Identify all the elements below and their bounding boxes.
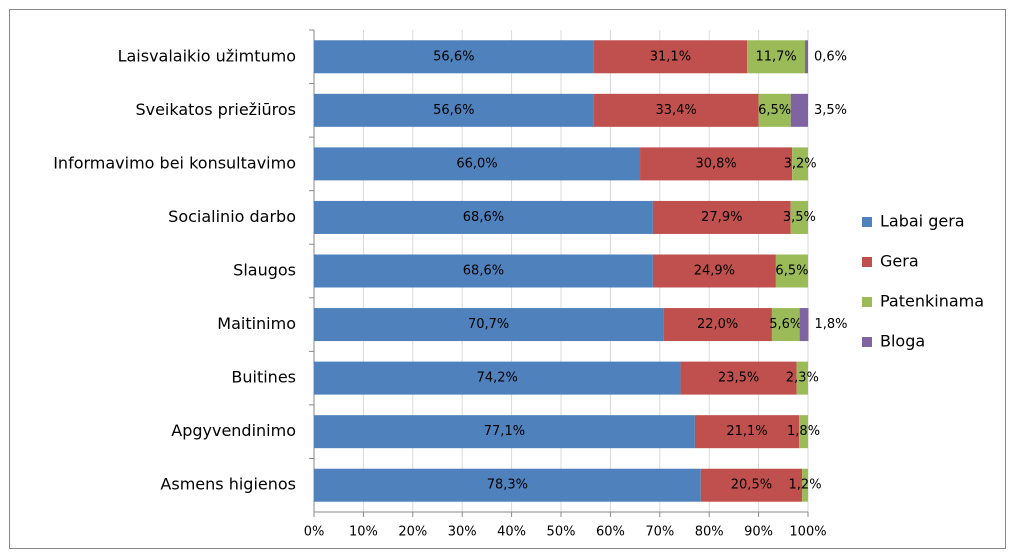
x-tick-label: 0% <box>304 525 325 540</box>
value-label: 6,5% <box>758 103 791 118</box>
x-tick-label: 70% <box>645 525 674 540</box>
x-tick-label: 100% <box>789 525 826 540</box>
y-tick-label: Informavimo bei konsultavimo <box>53 153 296 172</box>
value-label: 11,7% <box>755 49 796 64</box>
bar-segment <box>796 361 808 395</box>
value-label: 78,3% <box>487 478 528 493</box>
value-label: 30,8% <box>695 156 736 171</box>
bar-segment <box>771 308 800 342</box>
value-label: 56,6% <box>433 103 474 118</box>
value-label: 2,3% <box>786 371 819 386</box>
x-tick-label: 50% <box>547 525 576 540</box>
value-label: 3,5% <box>783 210 816 225</box>
bar-segment <box>314 93 594 127</box>
value-label: 70,7% <box>468 317 509 332</box>
bar-segment <box>314 254 653 288</box>
legend-swatch <box>862 217 872 227</box>
bar-segment <box>314 361 681 395</box>
bar-segment <box>314 147 641 181</box>
value-label: 77,1% <box>484 424 525 439</box>
bar-segment <box>775 254 808 288</box>
bar-segment <box>747 40 806 74</box>
value-label: 1,2% <box>789 478 822 493</box>
value-label: 1,8% <box>814 317 847 332</box>
value-label: 68,6% <box>463 210 504 225</box>
bar-segment <box>700 468 803 502</box>
bar-segment <box>792 147 808 181</box>
bar-segment <box>799 415 808 449</box>
bar-segment <box>652 254 776 288</box>
x-tick-label: 60% <box>596 525 625 540</box>
bar-segment <box>314 200 653 234</box>
bar-segment <box>694 415 800 449</box>
bar-segment <box>593 40 748 74</box>
legend-swatch <box>862 297 872 307</box>
y-tick-label: Socialinio darbo <box>168 207 296 226</box>
legend-label: Bloga <box>880 332 925 351</box>
bar-segment <box>799 308 809 342</box>
value-label: 6,5% <box>775 264 808 279</box>
value-label: 66,0% <box>456 156 497 171</box>
legend-label: Gera <box>880 252 919 271</box>
y-tick-label: Asmens higienos <box>160 475 296 494</box>
value-label: 23,5% <box>718 371 759 386</box>
value-label: 0,6% <box>814 49 847 64</box>
x-tick-label: 20% <box>398 525 427 540</box>
bar-segment <box>790 200 808 234</box>
x-tick-label: 10% <box>349 525 378 540</box>
value-label: 20,5% <box>731 478 772 493</box>
value-label: 68,6% <box>463 264 504 279</box>
bar-segment <box>790 93 808 127</box>
legend-swatch <box>862 337 872 347</box>
legend-label: Labai gera <box>880 212 965 231</box>
y-tick-label: Maitinimo <box>217 314 296 333</box>
value-label: 5,6% <box>769 317 802 332</box>
bar-segment <box>593 93 759 127</box>
y-tick-label: Sveikatos priežiūros <box>135 100 296 119</box>
bar-segment <box>805 40 808 74</box>
bar-segment <box>314 468 701 502</box>
value-label: 33,4% <box>655 103 696 118</box>
y-tick-label: Slaugos <box>233 261 296 280</box>
y-tick-label: Apgyvendinimo <box>171 421 296 440</box>
value-label: 3,2% <box>784 156 817 171</box>
value-label: 27,9% <box>701 210 742 225</box>
x-tick-label: 90% <box>744 525 773 540</box>
value-label: 31,1% <box>650 49 691 64</box>
value-label: 56,6% <box>433 49 474 64</box>
value-label: 3,5% <box>814 103 847 118</box>
value-label: 22,0% <box>697 317 738 332</box>
bar-segment <box>314 415 695 449</box>
bar-segment <box>680 361 797 395</box>
x-tick-label: 80% <box>695 525 724 540</box>
bar-segment <box>314 308 664 342</box>
value-label: 24,9% <box>694 264 735 279</box>
bar-segment <box>758 93 791 127</box>
y-tick-label: Laisvalaikio užimtumo <box>118 46 296 65</box>
bar-segment <box>802 468 808 502</box>
bar-segment <box>640 147 793 181</box>
bar-segment <box>652 200 791 234</box>
bar-segment <box>314 40 594 74</box>
legend-label: Patenkinama <box>880 292 984 311</box>
x-tick-label: 30% <box>448 525 477 540</box>
y-tick-label: Buitines <box>231 368 296 387</box>
value-label: 74,2% <box>477 371 518 386</box>
x-tick-label: 40% <box>497 525 526 540</box>
value-label: 21,1% <box>726 424 767 439</box>
value-label: 1,8% <box>787 424 820 439</box>
legend-swatch <box>862 257 872 267</box>
bar-segment <box>663 308 772 342</box>
